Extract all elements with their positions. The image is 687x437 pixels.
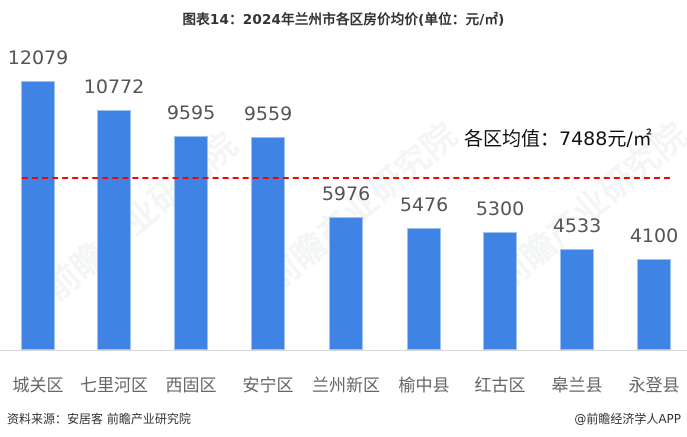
x-axis-category-label: 兰州新区 — [312, 376, 380, 396]
x-axis-category-label: 皋兰县 — [551, 376, 603, 396]
bar-value-label: 9559 — [243, 103, 293, 125]
bar-value-label: 9595 — [166, 102, 216, 124]
bar-value-label: 5476 — [399, 194, 449, 216]
bar-value-label: 5300 — [475, 198, 525, 220]
bar — [407, 228, 441, 350]
bar — [637, 259, 671, 350]
x-axis-category-label: 榆中县 — [398, 376, 450, 396]
x-axis-category-label: 城关区 — [12, 376, 64, 396]
bar-value-label: 4533 — [552, 215, 602, 237]
bar — [251, 137, 285, 350]
bar — [174, 136, 208, 350]
average-reference-line — [22, 177, 670, 179]
average-label: 各区均值：7488元/㎡ — [464, 128, 652, 150]
bar — [560, 249, 594, 350]
bar-value-label: 10772 — [83, 76, 145, 98]
source-note: 资料来源：安居客 前瞻产业研究院 — [7, 412, 191, 426]
x-axis-category-label: 红古区 — [474, 376, 526, 396]
bar-value-label: 12079 — [7, 47, 69, 69]
watermark: 前瞻产业研究院 — [37, 125, 246, 309]
bar — [21, 81, 55, 350]
x-axis-category-label: 西固区 — [165, 376, 217, 396]
credit-note: @前瞻经济学人APP — [574, 412, 681, 426]
bar-value-label: 5976 — [321, 183, 371, 205]
x-axis-category-label: 永登县 — [628, 376, 680, 396]
bar-value-label: 4100 — [629, 225, 679, 247]
x-axis-line — [0, 350, 687, 351]
x-axis-category-label: 安宁区 — [242, 376, 294, 396]
chart-title: 图表14：2024年兰州市各区房价均价(单位：元/㎡) — [182, 12, 505, 28]
bar — [483, 232, 517, 350]
x-axis-category-label: 七里河区 — [80, 376, 148, 396]
bar — [97, 110, 131, 350]
bar — [329, 217, 363, 350]
